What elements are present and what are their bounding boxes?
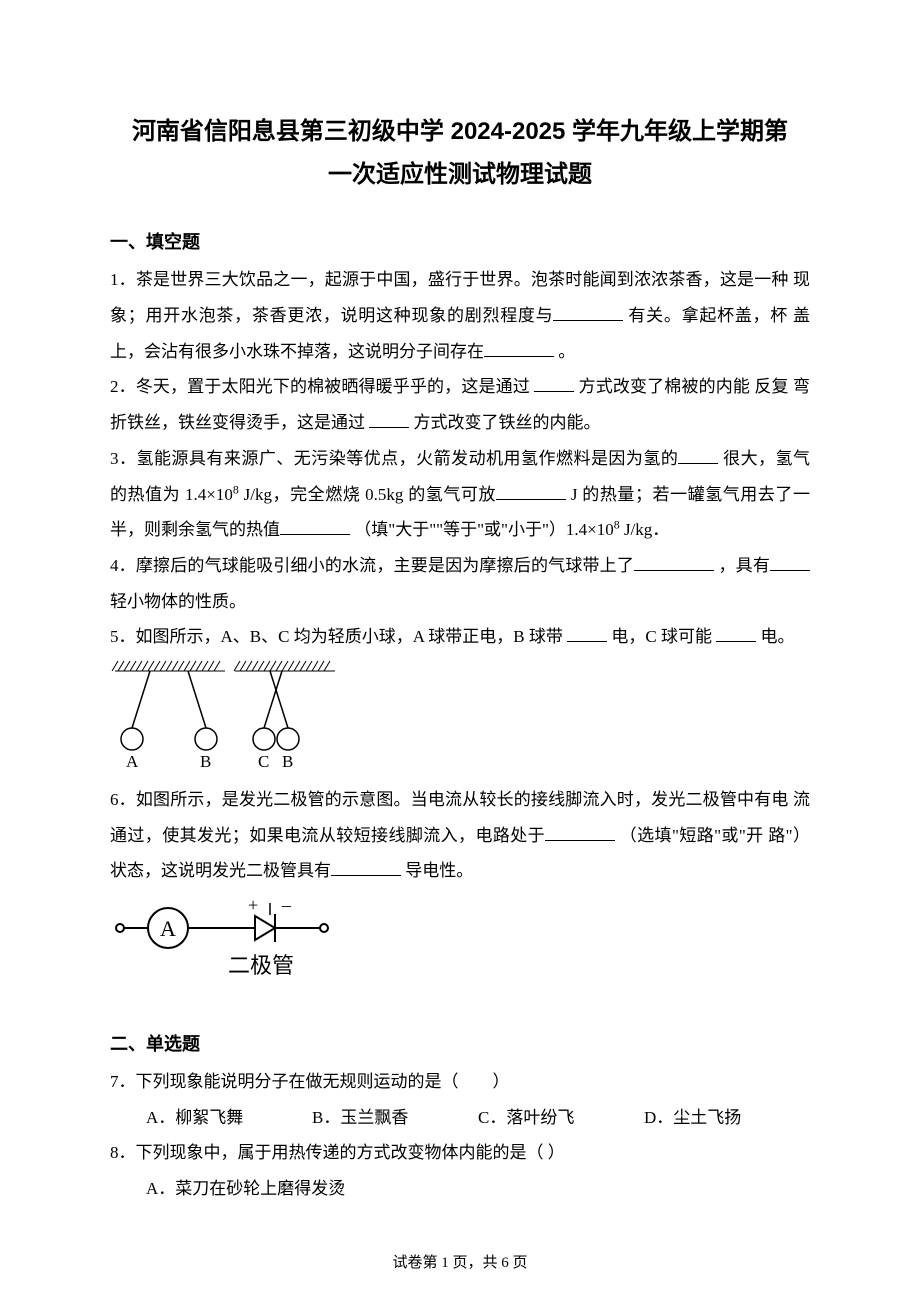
q4-text-c: 轻小物体的性质。	[110, 592, 246, 611]
q6-text-a: 6．如图所示，是发光二极管的示意图。当电流从较长的接线脚流入时，发光二极管中有电	[110, 790, 789, 809]
blank	[369, 410, 409, 428]
q1-text-e: 。	[558, 342, 575, 361]
fig6-plus: +	[248, 895, 258, 915]
blank	[553, 303, 623, 321]
blank	[496, 482, 566, 500]
figure-q6: A + – 二极管	[110, 893, 810, 998]
fig5-label-a: A	[126, 752, 139, 769]
fig6-ammeter-label: A	[160, 916, 176, 941]
q3-text-c: 的热值为 1.4×10	[110, 485, 233, 504]
q6-svg: A + – 二极管	[110, 893, 350, 993]
q3-text-f: 半，则剩余氢气的热值	[110, 520, 280, 539]
section1-heading: 一、填空题	[110, 228, 810, 254]
q3-sup1: 8	[233, 482, 239, 496]
exam-title-line2: 一次适应性测试物理试题	[110, 153, 810, 196]
figure-q5: A B C B	[110, 659, 810, 774]
q5-text-b: 电，C 球可能	[611, 627, 716, 646]
q3-text-d: J/kg，完全燃烧 0.5kg 的氢气可放	[244, 485, 496, 504]
question-3: 3．氢能源具有来源广、无污染等优点，火箭发动机用氢作燃料是因为氢的 很大，氢气 …	[110, 441, 810, 548]
q3-sup2: 8	[614, 518, 620, 532]
question-4: 4．摩擦后的气球能吸引细小的水流，主要是因为摩擦后的气球带上了 ，具有 轻小物体…	[110, 548, 810, 619]
q7-opt-b: B．玉兰飘香	[312, 1100, 478, 1136]
blank	[770, 553, 810, 571]
fig5-label-b: B	[200, 752, 211, 769]
q3-text-h: J/kg．	[624, 520, 669, 539]
q3-text-a: 3．氢能源具有来源广、无污染等优点，火箭发动机用氢作燃料是因为氢的	[110, 449, 678, 468]
page-footer: 试卷第 1 页，共 6 页	[0, 1251, 920, 1272]
fig6-caption: 二极管	[228, 953, 294, 978]
q5-text-c: 电。	[760, 627, 794, 646]
q2-text-b: 方式改变了棉被的内能 反复	[579, 377, 789, 396]
blank	[331, 858, 401, 876]
blank	[534, 374, 574, 392]
fig6-minus: –	[281, 895, 292, 915]
question-5: 5．如图所示，A、B、C 均为轻质小球，A 球带正电，B 球带 电，C 球可能 …	[110, 619, 810, 655]
q7-opt-d: D．尘土飞扬	[644, 1100, 810, 1136]
blank	[678, 446, 718, 464]
exam-page: 河南省信阳息县第三初级中学 2024-2025 学年九年级上学期第 一次适应性测…	[0, 0, 920, 1302]
q6-text-e: 导电性。	[405, 861, 473, 880]
q5-text-a: 5．如图所示，A、B、C 均为轻质小球，A 球带正电，B 球带	[110, 627, 567, 646]
question-2: 2．冬天，置于太阳光下的棉被晒得暖乎乎的，这是通过 方式改变了棉被的内能 反复 …	[110, 369, 810, 440]
q2-text-d: 方式改变了铁丝的内能。	[414, 413, 601, 432]
blank	[634, 553, 714, 571]
q4-text-b: ，具有	[718, 556, 770, 575]
q4-text-a: 4．摩擦后的气球能吸引细小的水流，主要是因为摩擦后的气球带上了	[110, 556, 634, 575]
q3-text-e: J 的热量；若一罐氢气用去了一	[571, 485, 810, 504]
blank	[545, 823, 615, 841]
q3-text-b: 很大，氢气	[723, 449, 810, 468]
blank	[567, 624, 607, 642]
question-8-stem: 8．下列现象中，属于用热传递的方式改变物体内能的是（ ）	[110, 1135, 810, 1171]
question-7-options: A．柳絮飞舞 B．玉兰飘香 C．落叶纷飞 D．尘土飞扬	[110, 1100, 810, 1136]
q5-svg: A B C B	[110, 659, 340, 769]
q8-opt-a: A．菜刀在砂轮上磨得发烫	[110, 1171, 810, 1207]
fig5-label-b2: B	[282, 752, 293, 769]
blank	[716, 624, 756, 642]
q6-text-c: （选填"短路"或"开	[620, 826, 764, 845]
q1-text-a: 1．茶是世界三大饮品之一，起源于中国，盛行于世界。泡茶时能闻到浓浓茶香，这是一种	[110, 270, 789, 289]
q1-text-c: 有关。拿起杯盖，杯	[628, 306, 788, 325]
fig5-label-c: C	[258, 752, 269, 769]
blank	[484, 339, 554, 357]
question-6: 6．如图所示，是发光二极管的示意图。当电流从较长的接线脚流入时，发光二极管中有电…	[110, 782, 810, 889]
question-1: 1．茶是世界三大饮品之一，起源于中国，盛行于世界。泡茶时能闻到浓浓茶香，这是一种…	[110, 262, 810, 369]
q3-text-g: （填"大于""等于"或"小于"）1.4×10	[354, 520, 613, 539]
question-7-stem: 7．下列现象能说明分子在做无规则运动的是（ ）	[110, 1064, 810, 1100]
section2-heading: 二、单选题	[110, 1030, 810, 1056]
blank	[280, 517, 350, 535]
exam-title-line1: 河南省信阳息县第三初级中学 2024-2025 学年九年级上学期第	[110, 110, 810, 153]
q7-opt-c: C．落叶纷飞	[478, 1100, 644, 1136]
q7-opt-a: A．柳絮飞舞	[146, 1100, 312, 1136]
q2-text-a: 2．冬天，置于太阳光下的棉被晒得暖乎乎的，这是通过	[110, 377, 534, 396]
